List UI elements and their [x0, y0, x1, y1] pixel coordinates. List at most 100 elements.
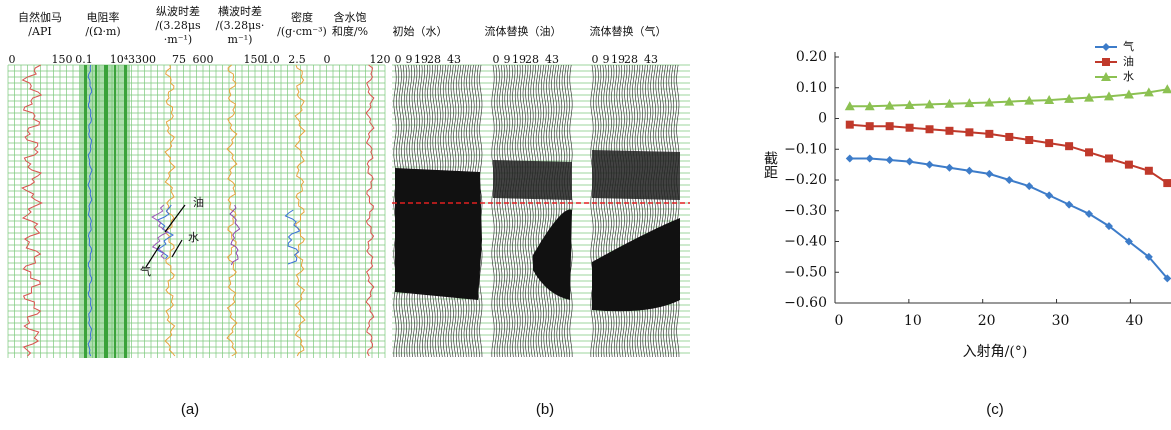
marker — [1101, 72, 1111, 81]
marker — [985, 169, 994, 178]
panel-b: 初始（水） 流体替换（油） 流体替换（气）0 9 19 28 43 0 9 19 28 43 0 9 19 2… — [392, 24, 690, 358]
marker — [865, 154, 874, 163]
annotation: 水 — [188, 231, 199, 244]
trace — [634, 64, 638, 358]
scale-label: 150 — [52, 53, 73, 66]
trace — [540, 64, 544, 358]
trace — [393, 64, 397, 358]
column-header: 自然伽马 — [18, 10, 62, 24]
trace — [611, 64, 615, 358]
trace — [530, 64, 534, 358]
marker — [965, 166, 974, 175]
y-tick-label: −0.50 — [784, 264, 827, 280]
trace — [590, 64, 594, 358]
marker — [1124, 237, 1133, 246]
reflection — [533, 209, 572, 300]
trace — [642, 64, 646, 358]
trace — [647, 64, 651, 358]
gather-title: 流体替换（气） — [590, 24, 667, 38]
log-curve — [294, 64, 306, 357]
arrow — [171, 239, 183, 258]
x-tick-label: 30 — [1052, 313, 1070, 329]
trace — [665, 64, 669, 358]
marker — [924, 99, 935, 109]
trace — [514, 64, 518, 358]
trace — [600, 64, 604, 358]
marker — [1085, 209, 1094, 218]
scale-label: 120 — [370, 53, 391, 66]
trace — [650, 64, 654, 358]
trace — [548, 64, 552, 358]
offset-label: 19 — [611, 53, 625, 66]
column-header: /(g·cm⁻³) — [277, 25, 327, 38]
trace — [595, 64, 599, 358]
x-tick-label: 10 — [904, 313, 922, 329]
trace — [520, 64, 524, 358]
scale-label: 0 — [9, 53, 16, 66]
gather-title: 流体替换（油） — [485, 24, 562, 38]
trace — [637, 64, 641, 358]
offset-label: 43 — [447, 53, 461, 66]
marker — [1005, 132, 1014, 141]
x-axis-label: 入射角/(°) — [963, 344, 1028, 360]
marker — [945, 163, 954, 172]
trace — [546, 64, 550, 358]
trace — [663, 64, 667, 358]
marker — [905, 157, 914, 166]
log-curve — [87, 64, 93, 357]
gather-title: 初始（水） — [393, 24, 448, 38]
marker — [1162, 84, 1171, 94]
marker — [1103, 91, 1114, 101]
x-tick-label: 40 — [1125, 313, 1143, 329]
band-line — [104, 65, 108, 358]
marker — [885, 122, 894, 131]
column-header: /(Ω·m) — [85, 25, 120, 38]
annotation: 油 — [193, 195, 204, 209]
marker — [1123, 89, 1134, 99]
marker — [965, 128, 974, 137]
marker — [1144, 252, 1153, 261]
y-tick-label: −0.10 — [784, 141, 827, 157]
trace — [507, 64, 511, 358]
trace — [619, 64, 623, 358]
trace — [608, 64, 612, 358]
legend-label: 油 — [1123, 54, 1134, 68]
y-tick-label: −0.60 — [784, 295, 827, 311]
marker — [1065, 200, 1074, 209]
trace — [673, 64, 677, 358]
marker — [985, 129, 994, 138]
scale-label: 0 — [324, 53, 331, 66]
trace — [501, 64, 505, 358]
marker — [845, 120, 854, 129]
trace — [479, 64, 483, 358]
trace — [527, 64, 531, 358]
trace — [626, 64, 630, 358]
trace — [613, 64, 617, 358]
marker — [1085, 148, 1094, 157]
y-tick-label: −0.30 — [784, 203, 827, 219]
scale-label: 75 — [172, 53, 186, 66]
trace — [660, 64, 664, 358]
trace — [496, 64, 500, 358]
marker — [984, 97, 995, 107]
trace — [606, 64, 610, 358]
marker — [845, 154, 854, 163]
marker — [1104, 222, 1113, 231]
trace — [535, 64, 539, 358]
x-tick-label: 20 — [978, 313, 996, 329]
offset-label: 43 — [644, 53, 658, 66]
marker — [1065, 142, 1074, 151]
log-curve — [229, 204, 241, 266]
trace — [561, 64, 565, 358]
marker — [1143, 87, 1154, 97]
scale-label: 1.0 — [262, 53, 280, 66]
trace — [543, 64, 547, 358]
marker — [844, 101, 855, 111]
marker — [1044, 95, 1055, 105]
trace — [538, 64, 542, 358]
log-curve — [226, 64, 238, 357]
trace — [668, 64, 672, 358]
marker — [884, 100, 895, 110]
trace — [658, 64, 662, 358]
